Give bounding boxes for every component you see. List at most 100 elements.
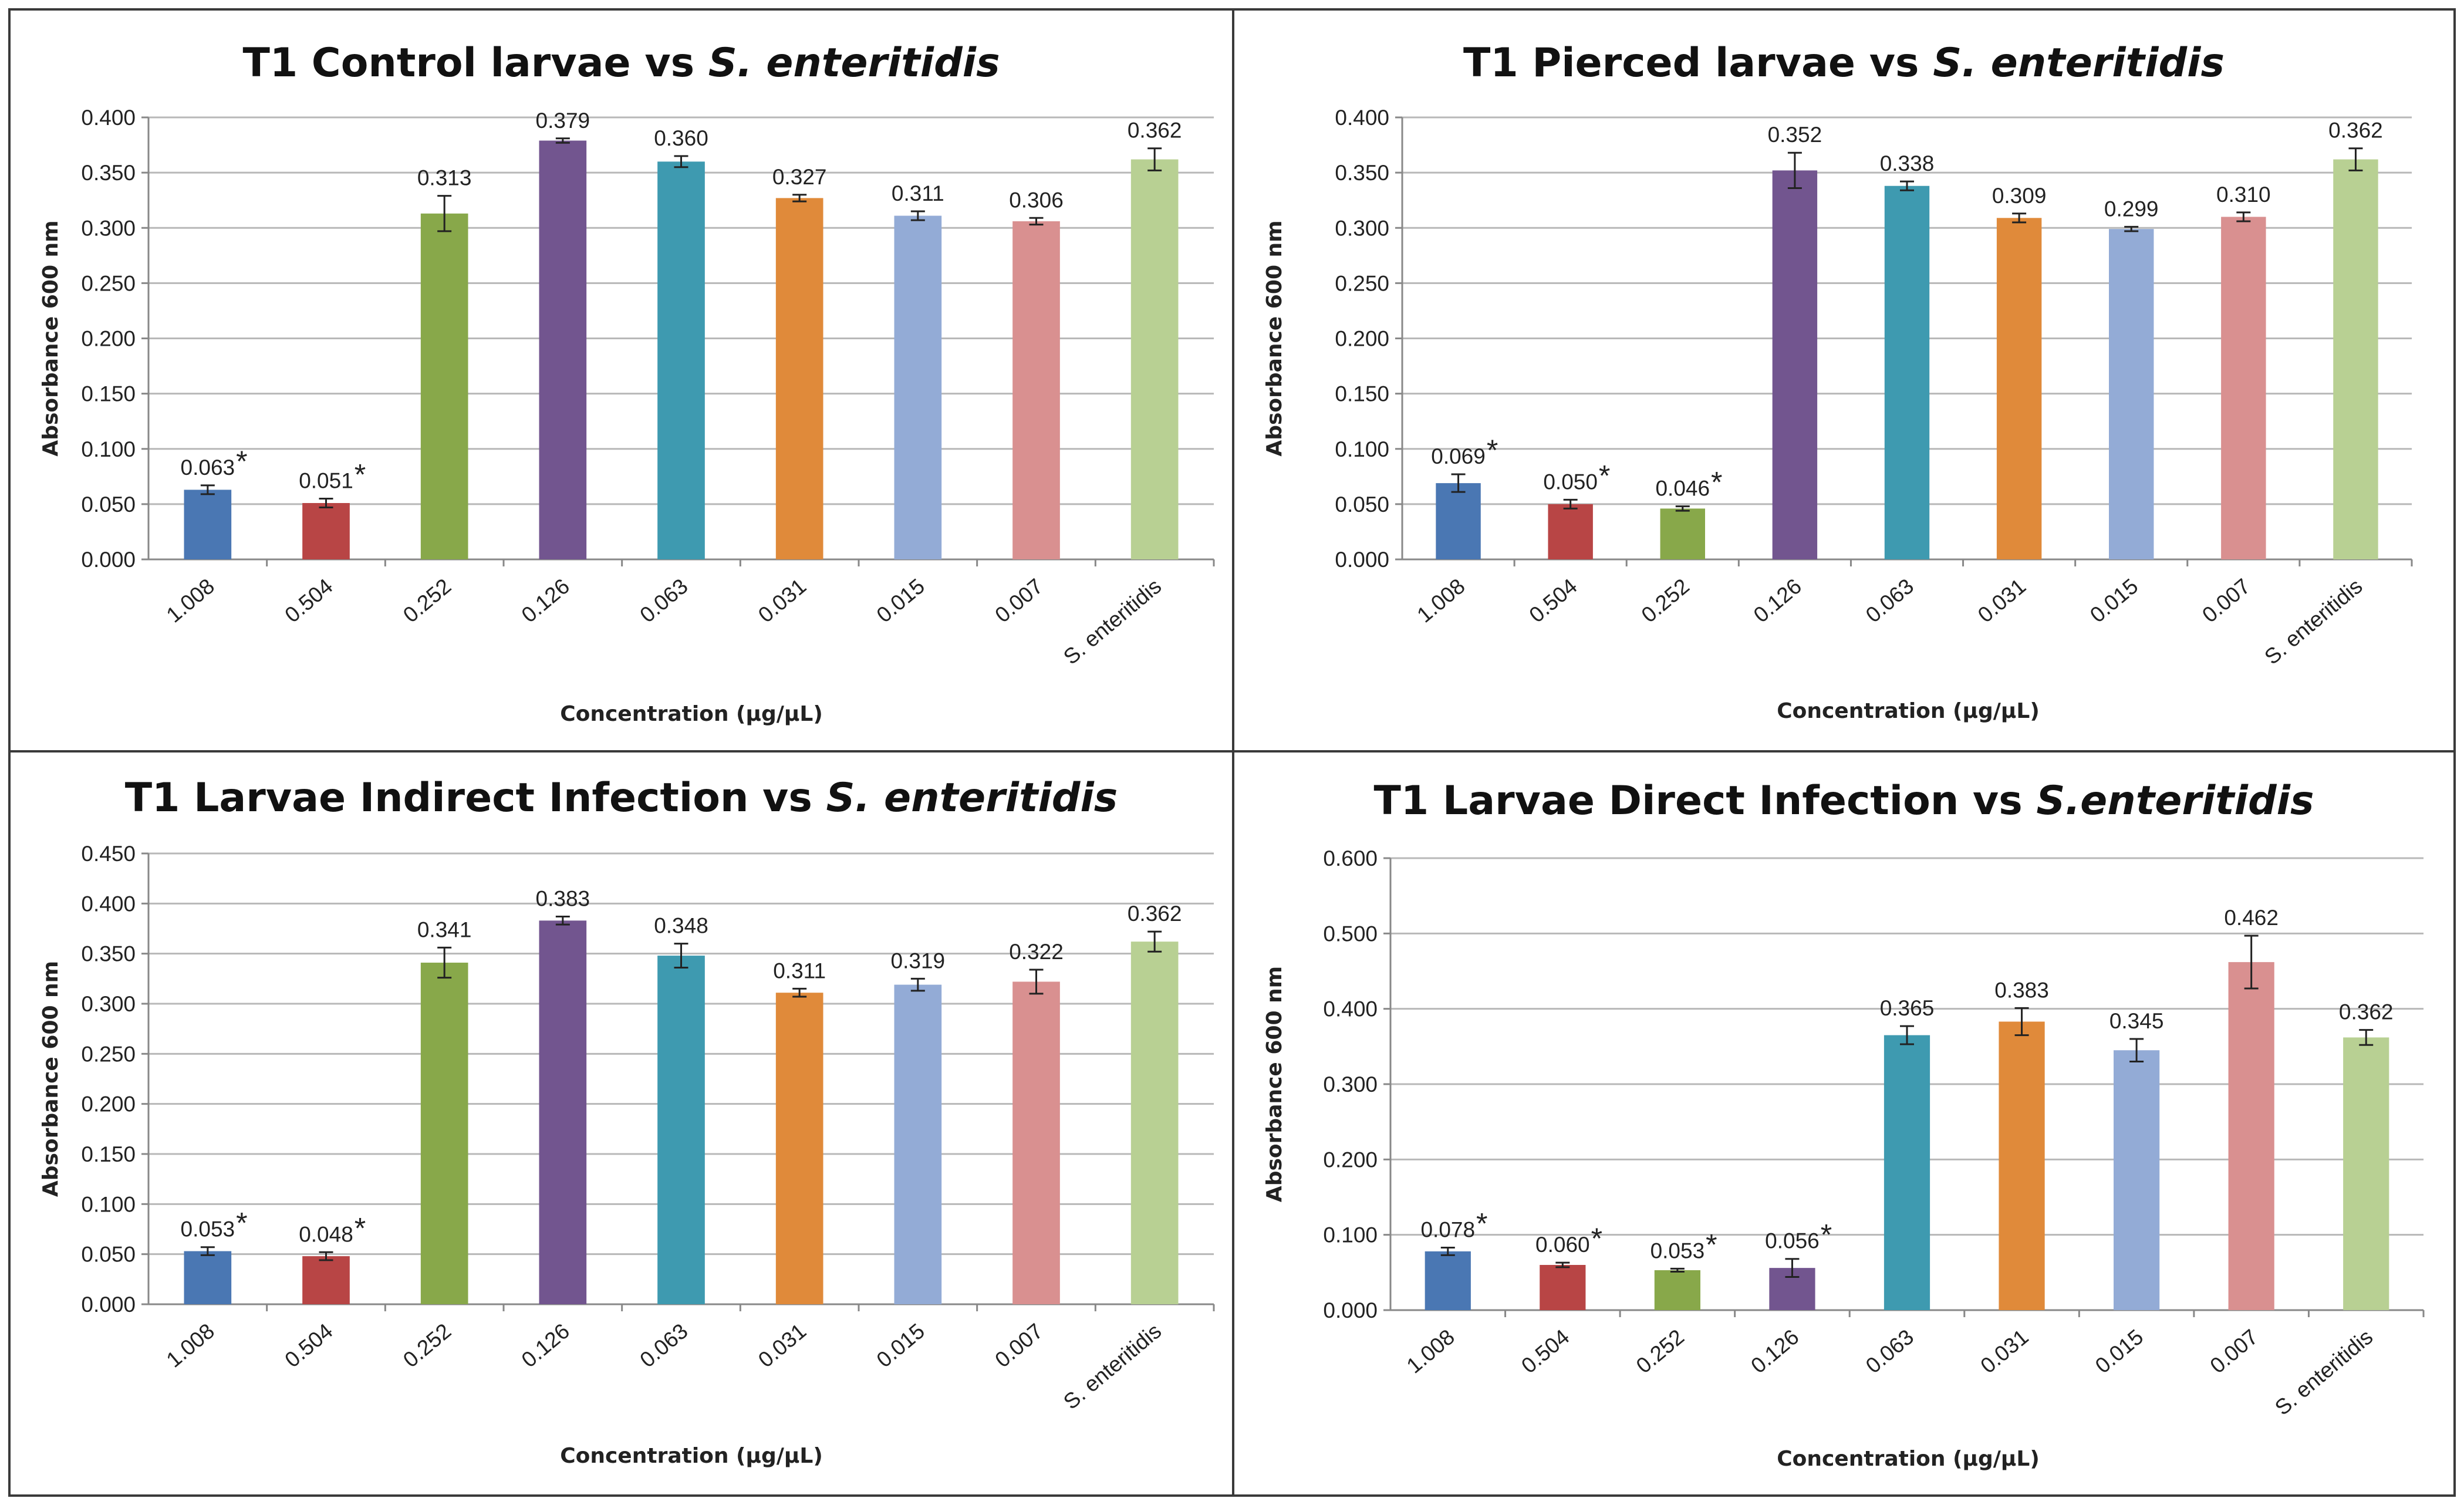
bar-0-007	[2221, 217, 2266, 559]
chart-panel-indirect: T1 Larvae Indirect Infection vs S. enter…	[11, 752, 1234, 1494]
bar-0-031	[1996, 218, 2042, 559]
significance-asterisk: *	[1476, 1207, 1487, 1240]
bar-0-063	[657, 161, 705, 559]
y-tick-label: 0.000	[1335, 548, 1389, 572]
significance-asterisk: *	[236, 1207, 247, 1240]
y-tick-label: 0.050	[1335, 492, 1389, 517]
data-label: 0.327	[772, 165, 827, 189]
y-tick-label: 0.350	[1335, 161, 1389, 185]
bar-1-008	[184, 1251, 232, 1304]
y-tick-label: 0.350	[81, 942, 136, 966]
data-label: 0.319	[891, 949, 946, 973]
data-label: 0.379	[536, 109, 590, 133]
bar-S-enteritidis	[2333, 159, 2378, 559]
x-tick-label: 0.252	[1637, 574, 1694, 627]
y-tick-label: 0.050	[81, 492, 136, 517]
chart-panel-control: T1 Control larvae vs S. enteritidis 0.000…	[11, 11, 1234, 752]
x-tick-label: 0.126	[1746, 1325, 1803, 1378]
chart-title-species: S. enteritidis	[1933, 40, 2225, 86]
y-tick-label: 0.100	[1335, 437, 1389, 461]
y-tick-label: 0.450	[81, 842, 136, 866]
significance-asterisk: *	[1487, 434, 1498, 467]
data-label: 0.046	[1655, 477, 1710, 501]
data-label: 0.348	[654, 914, 708, 938]
bar-0-126	[539, 920, 587, 1304]
bar-0-504	[302, 1256, 350, 1304]
bar-0-252	[420, 213, 468, 560]
x-tick-label: 0.063	[635, 574, 692, 627]
y-tick-label: 0.300	[81, 216, 136, 240]
y-tick-label: 0.150	[81, 1142, 136, 1166]
y-tick-label: 0.200	[1335, 327, 1389, 351]
data-label: 0.069	[1431, 444, 1486, 468]
data-label: 0.309	[1992, 184, 2047, 208]
y-tick-label: 0.600	[1323, 846, 1378, 870]
x-tick-label: S. enteritidis	[1059, 574, 1166, 669]
data-label: 0.311	[773, 959, 826, 983]
x-tick-label: 1.008	[162, 1319, 219, 1372]
y-tick-label: 0.150	[81, 382, 136, 406]
data-label: 0.383	[1994, 978, 2049, 1002]
data-label: 0.365	[1880, 996, 1935, 1020]
bar-0-031	[1999, 1021, 2045, 1310]
bar-1-008	[1436, 483, 1481, 559]
bar-0-126	[1772, 170, 1818, 559]
figure-grid: T1 Control larvae vs S. enteritidis 0.000…	[8, 8, 2456, 1497]
x-tick-label: 0.031	[754, 1319, 811, 1372]
y-axis-label: Absorbance 600 nm	[1263, 220, 1287, 456]
data-label: 0.345	[2109, 1009, 2164, 1033]
significance-asterisk: *	[1706, 1228, 1717, 1261]
chart-title-species: S.enteritidis	[2036, 778, 2314, 824]
y-tick-label: 0.100	[81, 1192, 136, 1216]
x-tick-label: 0.252	[399, 1319, 455, 1372]
chart-indirect-infection: T1 Larvae Indirect Infection vs S. enter…	[39, 775, 1215, 1468]
significance-asterisk: *	[236, 445, 247, 478]
y-tick-label: 0.300	[81, 992, 136, 1016]
x-tick-label: 0.031	[754, 574, 811, 627]
data-label: 0.053	[181, 1217, 235, 1241]
chart-title: T1 Control larvae vs S. enteritidis	[242, 40, 1000, 86]
bar-0-015	[894, 215, 942, 560]
chart-title: T1 Pierced larvae vs S. enteritidis	[1463, 40, 2225, 86]
data-label: 0.050	[1543, 470, 1598, 494]
chart-title-text: T1 Pierced larvae vs	[1463, 40, 1933, 86]
y-tick-label: 0.250	[1335, 271, 1389, 295]
bar-0-063	[1884, 185, 1930, 560]
y-tick-label: 0.000	[81, 548, 136, 572]
bar-0-126	[539, 140, 587, 560]
bar-0-015	[894, 984, 942, 1304]
bar-1-008	[184, 490, 232, 559]
x-tick-label: 1.008	[1412, 574, 1469, 627]
y-tick-label: 0.250	[81, 1042, 136, 1066]
x-tick-label: 0.504	[280, 1319, 337, 1372]
y-tick-label: 0.400	[81, 892, 136, 916]
data-label: 0.383	[536, 887, 590, 911]
bar-0-007	[1012, 221, 1060, 560]
x-tick-label: 0.252	[399, 574, 455, 627]
data-label: 0.352	[1768, 123, 1822, 147]
x-tick-label: S. enteritidis	[1059, 1319, 1166, 1414]
bar-0-015	[2109, 229, 2154, 559]
data-label: 0.060	[1535, 1233, 1590, 1257]
y-axis-label: Absorbance 600 nm	[1263, 966, 1287, 1202]
chart-pierced-larvae: T1 Pierced larvae vs S. enteritidis 0.000…	[1263, 40, 2413, 723]
bar-0-007	[2228, 962, 2274, 1310]
bar-0-063	[657, 956, 705, 1304]
data-label: 0.360	[654, 126, 708, 150]
x-tick-label: 0.015	[2085, 574, 2142, 627]
x-tick-label: 0.126	[1749, 574, 1806, 627]
chart-panel-pierced: T1 Pierced larvae vs S. enteritidis 0.000…	[1234, 11, 2453, 752]
data-label: 0.048	[299, 1222, 353, 1246]
data-label: 0.313	[417, 166, 472, 190]
data-label: 0.362	[2328, 119, 2383, 143]
significance-asterisk: *	[355, 458, 366, 491]
data-label: 0.322	[1009, 940, 1064, 964]
bar-S-enteritidis	[1130, 942, 1179, 1304]
bar-0-063	[1884, 1035, 1930, 1310]
data-label: 0.362	[1128, 119, 1182, 143]
x-tick-label: 0.015	[872, 1319, 929, 1372]
significance-asterisk: *	[1821, 1219, 1832, 1251]
data-label: 0.362	[1128, 902, 1182, 926]
x-tick-label: 1.008	[162, 574, 219, 627]
chart-title-text: T1 Control larvae vs	[242, 40, 708, 86]
